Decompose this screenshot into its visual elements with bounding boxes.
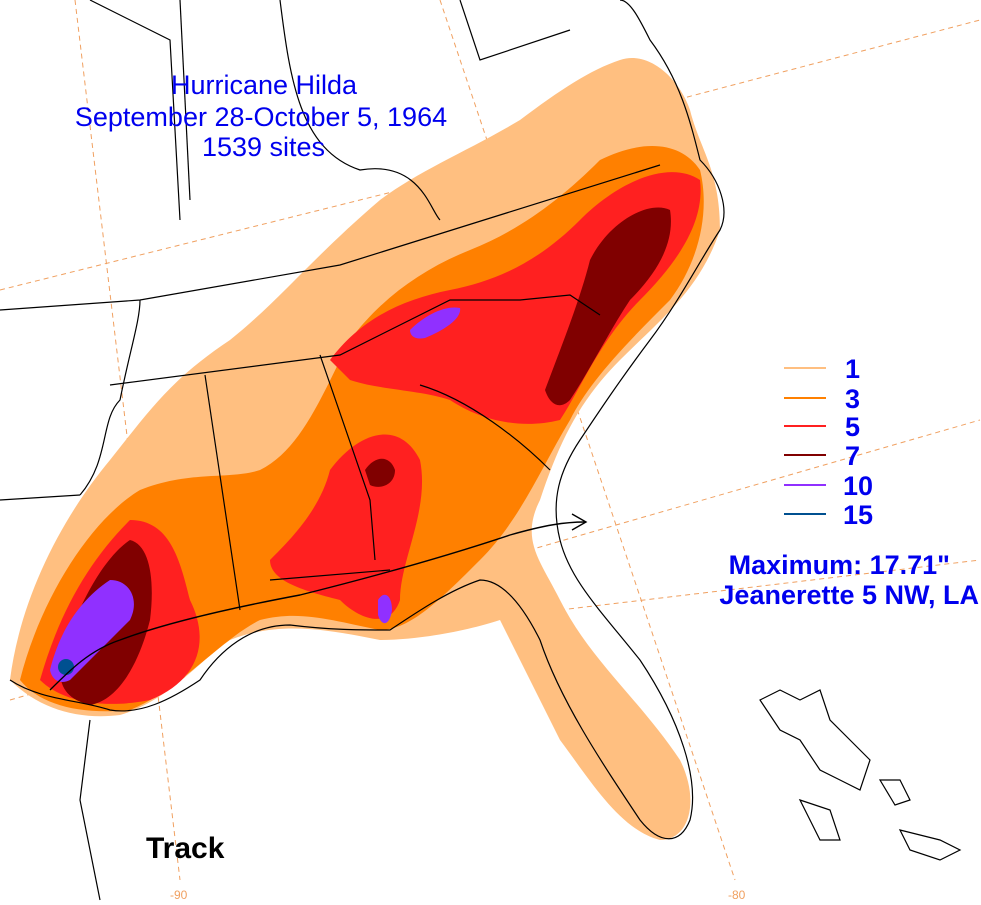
- track-label: Track: [146, 832, 225, 865]
- boundaries: [0, 0, 962, 901]
- legend-label-10: 10: [843, 471, 874, 501]
- map-title-line1: Hurricane Hilda: [170, 70, 358, 100]
- rain-contour-10in: [50, 307, 461, 682]
- maximum-value: Maximum: 17.71": [728, 550, 950, 580]
- hurricane-track: [49, 513, 588, 691]
- map-title-line3: 1539 sites: [201, 132, 326, 162]
- longitude-label-90: -90: [170, 888, 188, 902]
- legend-label-5: 5: [845, 412, 861, 442]
- rain-contour-7in: [60, 207, 671, 705]
- legend-label-15: 15: [843, 500, 874, 530]
- rain-contour-5in: [40, 172, 701, 704]
- rain-contour-15in: [58, 659, 74, 675]
- maximum-location: Jeanerette 5 NW, LA: [719, 580, 979, 610]
- legend-label-3: 3: [845, 384, 861, 414]
- longitude-label-80: -80: [728, 888, 746, 902]
- legend-label-1: 1: [845, 354, 861, 384]
- legend-label-7: 7: [845, 441, 861, 471]
- map-title-line2: September 28-October 5, 1964: [74, 102, 448, 132]
